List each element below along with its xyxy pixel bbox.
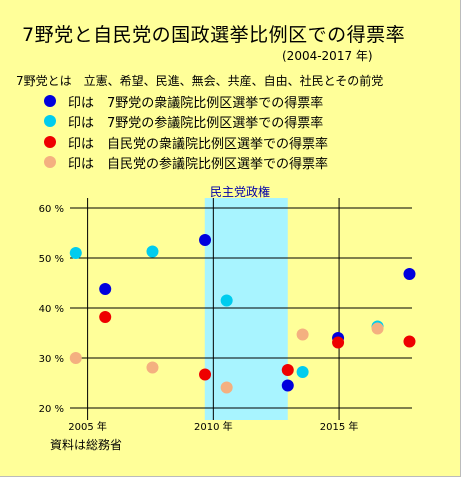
legend-label: 印は 自民党の参議院比例区選挙での得票率 [68,157,329,172]
data-point-series-4 [371,322,384,335]
data-point-series-2 [146,245,159,258]
data-point-series-1 [99,283,112,295]
data-point-series-3 [332,336,345,349]
source-note: 資料は総務省 [50,438,123,452]
data-point-series-2 [69,247,82,259]
data-point-series-2 [296,366,309,378]
chart-title: 7野党と自民党の国政選挙比例区での得票率 [22,24,406,46]
data-point-series-3 [403,335,416,348]
x-tick-label: 2005 年 [68,420,107,433]
data-point-series-3 [281,364,294,376]
shaded-period-band [204,198,288,420]
chart-subtitle: (2004-2017 年) [282,49,373,63]
data-point-series-3 [199,368,212,381]
data-point-series-1 [403,268,416,280]
data-point-series-4 [220,381,233,394]
legend-dot-icon [44,115,56,127]
data-point-series-4 [69,352,82,364]
legend-dot-icon [44,95,56,107]
data-point-series-2 [220,294,233,307]
legend-dot-icon [44,136,56,148]
legend-dot-icon [44,156,56,168]
legend-label: 印は 7野党の衆議院比例区選挙での得票率 [68,96,324,111]
legend-label: 印は 7野党の参議院比例区選挙での得票率 [68,116,324,131]
y-tick-label: 20 % [39,404,64,415]
y-tick-label: 50 % [39,254,64,265]
legend-label: 印は 自民党の衆議院比例区選挙での得票率 [68,137,329,152]
y-tick-label: 60 % [39,204,64,215]
data-point-series-1 [281,379,294,392]
data-point-series-4 [296,328,309,341]
shaded-period-label: 民主党政権 [210,185,271,199]
data-point-series-3 [99,311,112,323]
data-point-series-4 [146,361,159,374]
data-point-series-1 [199,234,212,246]
x-tick-label: 2010 年 [194,420,233,433]
x-tick-label: 2015 年 [320,420,359,433]
y-tick-label: 30 % [39,354,64,365]
chart-description: 7野党とは 立憲、希望、民進、無会、共産、自由、社民とその前党 [16,74,384,88]
y-tick-label: 40 % [39,304,64,315]
